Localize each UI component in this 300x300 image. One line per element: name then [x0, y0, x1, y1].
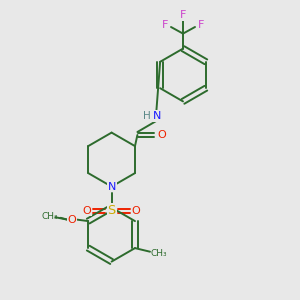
- Text: N: N: [107, 182, 116, 192]
- Text: F: F: [198, 20, 204, 30]
- Text: O: O: [132, 206, 141, 216]
- Text: S: S: [107, 204, 116, 217]
- Text: H: H: [142, 111, 150, 121]
- Text: O: O: [82, 206, 91, 216]
- Text: O: O: [68, 214, 76, 225]
- Text: O: O: [157, 130, 166, 140]
- Text: CH₃: CH₃: [151, 249, 167, 258]
- Text: F: F: [180, 10, 186, 20]
- Text: N: N: [153, 111, 161, 121]
- Text: CH₃: CH₃: [41, 212, 58, 221]
- Text: F: F: [162, 20, 168, 30]
